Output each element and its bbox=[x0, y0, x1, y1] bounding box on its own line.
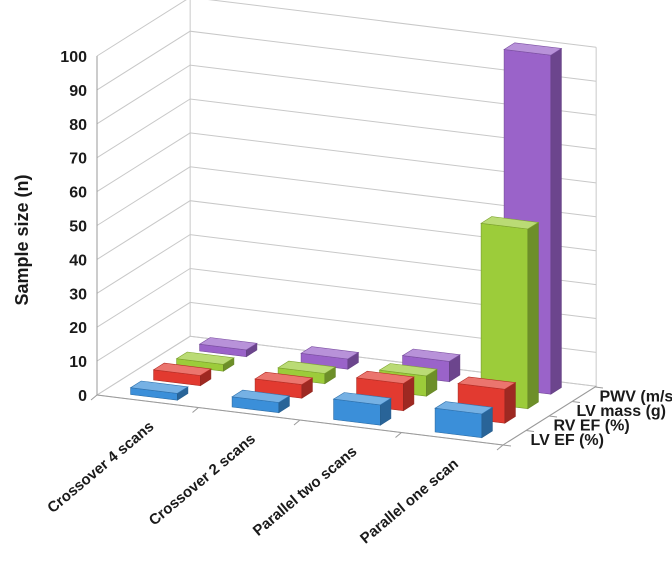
y-axis-title: Sample size (n) bbox=[12, 174, 32, 305]
bar-top-face bbox=[378, 363, 438, 377]
bar-side-face bbox=[550, 47, 562, 395]
x-tick bbox=[496, 444, 504, 451]
y-tick-label: 70 bbox=[69, 151, 87, 168]
y-tick-label: 20 bbox=[69, 320, 87, 337]
x-tick bbox=[395, 432, 402, 438]
bar-top-face bbox=[480, 216, 540, 230]
bar bbox=[300, 346, 360, 370]
series-labels: LV EF (%)RV EF (%)LV mass (g)PWV (m/s) bbox=[531, 388, 672, 449]
bar-top-face bbox=[198, 337, 258, 351]
y-tick-label: 50 bbox=[69, 219, 87, 236]
bars bbox=[129, 42, 563, 439]
bar bbox=[434, 401, 494, 439]
y-tick-label: 40 bbox=[69, 252, 87, 269]
bar bbox=[480, 216, 540, 410]
depth-tick bbox=[594, 386, 604, 389]
bar-top-face bbox=[401, 348, 461, 362]
bar-side-face bbox=[504, 382, 516, 424]
bar bbox=[231, 389, 291, 414]
bar-top-face bbox=[300, 346, 360, 360]
category-label: Crossover 4 scans bbox=[44, 418, 157, 517]
gridline bbox=[96, 335, 597, 396]
bar bbox=[152, 362, 212, 387]
bar-top-face bbox=[175, 351, 235, 365]
depth-tick bbox=[502, 444, 512, 447]
category-label: Parallel one scan bbox=[357, 455, 462, 547]
depth-tick bbox=[571, 401, 581, 403]
x-tick bbox=[293, 419, 301, 426]
bar bbox=[198, 337, 258, 358]
bar-top-face bbox=[129, 380, 189, 394]
y-tick-label: 80 bbox=[69, 117, 87, 134]
bar-top-face bbox=[355, 370, 415, 384]
series-label: RV EF (%) bbox=[554, 417, 630, 434]
series-label: LV EF (%) bbox=[531, 432, 604, 449]
y-tick-label: 0 bbox=[78, 388, 87, 405]
gridline bbox=[96, 0, 597, 57]
bar-top-face bbox=[503, 42, 563, 56]
category-label: Crossover 2 scans bbox=[146, 430, 259, 529]
bar bbox=[332, 392, 392, 426]
bar-top-face bbox=[434, 401, 494, 415]
bar-top-face bbox=[332, 392, 392, 406]
y-tick-label: 90 bbox=[69, 83, 87, 100]
bar bbox=[129, 380, 189, 401]
y-tick-label: 60 bbox=[69, 185, 87, 202]
bar-top-face bbox=[152, 362, 212, 376]
depth-tick bbox=[548, 415, 558, 418]
depth-tick bbox=[525, 430, 535, 432]
bar-top-face bbox=[457, 376, 517, 390]
y-tick-labels: 0 10 20 30 40 50 60 70 80 90 100 bbox=[60, 49, 87, 405]
series-label: PWV (m/s) bbox=[600, 388, 672, 405]
y-tick-label: 30 bbox=[69, 286, 87, 303]
bar-side-face bbox=[527, 221, 539, 410]
series-label: LV mass (g) bbox=[577, 403, 667, 420]
y-tick-label: 10 bbox=[69, 354, 87, 371]
bar-top-face bbox=[277, 360, 337, 374]
x-tick bbox=[90, 394, 98, 401]
bar-top-face bbox=[254, 371, 314, 385]
gridlines bbox=[90, 0, 604, 451]
x-tick bbox=[192, 407, 199, 413]
y-tick-label: 100 bbox=[60, 49, 87, 66]
bar-top-face bbox=[231, 389, 291, 403]
bar bbox=[175, 351, 235, 372]
category-label: Parallel two scans bbox=[250, 443, 361, 540]
bar bbox=[277, 360, 337, 385]
